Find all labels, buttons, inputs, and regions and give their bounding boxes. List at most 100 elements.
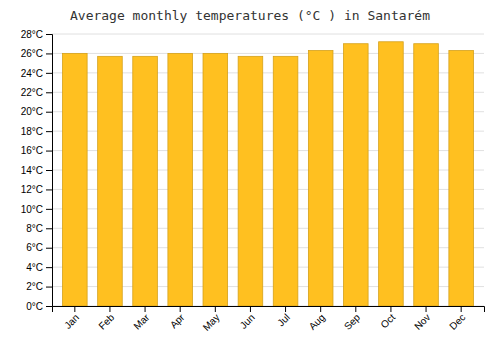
x-tick: Jul bbox=[275, 306, 292, 328]
y-tick-label: 16°C bbox=[21, 145, 43, 156]
x-tick-label: Nov bbox=[412, 312, 432, 332]
x-tick: Jun bbox=[238, 306, 257, 331]
y-tick: 4°C bbox=[26, 262, 52, 273]
grid-line bbox=[52, 34, 484, 35]
y-tick-mark bbox=[46, 53, 52, 54]
y-tick-mark bbox=[46, 92, 52, 93]
y-tick-label: 2°C bbox=[26, 281, 43, 292]
x-tick-label: Jul bbox=[275, 312, 292, 329]
y-axis: 0°C 2°C 4°C 6°C 8°C 10°C 12°C 14°C 16°C 18°C 20°C 2… bbox=[21, 29, 53, 312]
bar bbox=[133, 56, 158, 306]
y-tick-mark bbox=[46, 287, 52, 288]
bar bbox=[379, 42, 404, 306]
y-tick-label: 10°C bbox=[21, 204, 43, 215]
x-tick-mark bbox=[180, 306, 181, 312]
y-tick-mark bbox=[46, 34, 52, 35]
y-tick-mark bbox=[46, 73, 52, 74]
bar bbox=[344, 44, 369, 306]
x-tick-label: Jun bbox=[238, 312, 257, 331]
x-tick-mark bbox=[215, 306, 216, 312]
y-tick-label: 14°C bbox=[21, 165, 43, 176]
y-tick: 12°C bbox=[21, 184, 52, 195]
y-axis-line bbox=[46, 35, 53, 307]
y-tick-mark bbox=[46, 170, 52, 171]
bar bbox=[414, 44, 439, 306]
x-axis-line bbox=[53, 307, 485, 313]
x-tick: Jan bbox=[62, 306, 81, 331]
chart-container: Jan Feb Mar Apr May Jun Jul Aug Sep Oct Nov Dec 0°C 2… bbox=[0, 0, 500, 350]
bar bbox=[273, 56, 298, 306]
x-tick-mark bbox=[250, 306, 251, 312]
bar bbox=[308, 51, 333, 306]
y-tick-mark bbox=[46, 248, 52, 249]
x-tick: Oct bbox=[379, 306, 398, 330]
y-tick-mark bbox=[46, 189, 52, 190]
x-axis: Jan Feb Mar Apr May Jun Jul Aug Sep Oct Nov Dec bbox=[53, 306, 485, 333]
x-tick: Feb bbox=[96, 306, 116, 332]
x-tick-label: Dec bbox=[447, 312, 467, 332]
y-tick-mark bbox=[46, 151, 52, 152]
y-tick: 20°C bbox=[21, 106, 52, 117]
x-tick-label: Aug bbox=[307, 312, 327, 332]
y-tick: 24°C bbox=[21, 68, 52, 79]
x-tick-label: Apr bbox=[168, 311, 187, 330]
y-tick-label: 18°C bbox=[21, 126, 43, 137]
x-tick-mark bbox=[109, 306, 110, 312]
y-tick-mark bbox=[46, 228, 52, 229]
x-tick-mark bbox=[285, 306, 286, 312]
x-tick-label: Mar bbox=[131, 311, 151, 331]
x-tick-label: May bbox=[201, 312, 222, 333]
bar bbox=[98, 56, 123, 306]
y-tick: 10°C bbox=[21, 204, 52, 215]
chart-svg: Jan Feb Mar Apr May Jun Jul Aug Sep Oct Nov Dec 0°C 2… bbox=[0, 0, 500, 350]
bar bbox=[449, 51, 474, 306]
y-tick-label: 22°C bbox=[21, 87, 43, 98]
y-tick: 6°C bbox=[26, 242, 52, 253]
y-tick-mark bbox=[46, 306, 52, 307]
x-tick-mark bbox=[355, 306, 356, 312]
y-tick: 18°C bbox=[21, 126, 52, 137]
y-tick-label: 0°C bbox=[26, 301, 43, 312]
y-tick-label: 4°C bbox=[26, 262, 43, 273]
y-tick-mark bbox=[46, 131, 52, 132]
bar bbox=[168, 53, 193, 306]
y-tick-label: 8°C bbox=[26, 223, 43, 234]
bar bbox=[63, 53, 88, 306]
y-tick-mark bbox=[46, 209, 52, 210]
x-tick: Mar bbox=[131, 306, 151, 332]
y-tick: 16°C bbox=[21, 145, 52, 156]
x-tick-mark bbox=[320, 306, 321, 312]
y-tick-mark bbox=[46, 112, 52, 113]
x-tick: May bbox=[201, 306, 222, 333]
y-tick: 26°C bbox=[21, 48, 52, 59]
chart-title: Average monthly temperatures (°C ) in Sa… bbox=[70, 8, 430, 23]
bars bbox=[63, 42, 474, 306]
x-tick-mark bbox=[461, 306, 462, 312]
x-tick: Sep bbox=[342, 306, 363, 332]
y-tick: 22°C bbox=[21, 87, 52, 98]
x-tick: Dec bbox=[447, 306, 467, 332]
bar bbox=[238, 56, 263, 306]
y-tick-label: 20°C bbox=[21, 106, 43, 117]
y-tick-label: 24°C bbox=[21, 68, 43, 79]
x-tick: Aug bbox=[307, 306, 327, 332]
grid bbox=[52, 34, 484, 306]
x-tick: Nov bbox=[412, 306, 432, 332]
x-tick: Apr bbox=[168, 306, 187, 330]
y-tick-label: 28°C bbox=[21, 29, 43, 40]
y-tick: 14°C bbox=[21, 165, 52, 176]
y-tick: 2°C bbox=[26, 281, 52, 292]
x-tick-mark bbox=[390, 306, 391, 312]
y-tick-label: 12°C bbox=[21, 184, 43, 195]
x-tick-mark bbox=[74, 306, 75, 312]
y-tick: 28°C bbox=[21, 29, 52, 40]
bar bbox=[203, 53, 228, 306]
x-tick-mark bbox=[145, 306, 146, 312]
y-tick-mark bbox=[46, 267, 52, 268]
x-tick-label: Sep bbox=[342, 311, 363, 332]
x-tick-label: Feb bbox=[96, 311, 116, 331]
y-tick: 0°C bbox=[26, 301, 52, 312]
y-tick: 8°C bbox=[26, 223, 52, 234]
y-tick-label: 26°C bbox=[21, 48, 43, 59]
x-tick-mark bbox=[426, 306, 427, 312]
